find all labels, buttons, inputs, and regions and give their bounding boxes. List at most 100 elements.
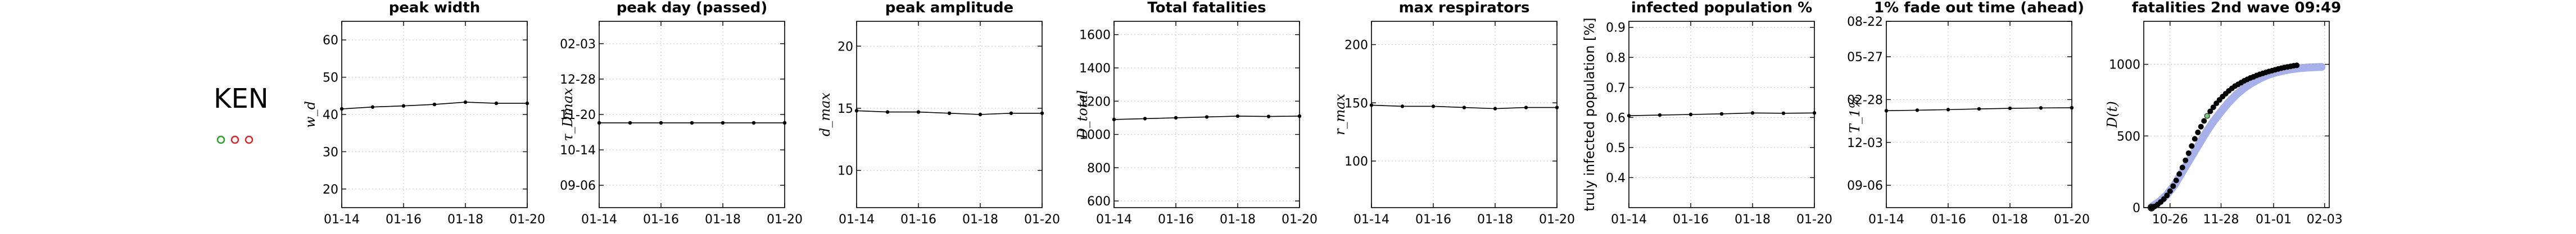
- data-point: [2294, 62, 2300, 68]
- y-tick-label: 02-03: [560, 38, 596, 52]
- x-tick-label: 01-18: [962, 213, 998, 227]
- data-point: [690, 121, 694, 125]
- x-tick-label: 01-16: [1415, 213, 1451, 227]
- data-point: [628, 121, 632, 125]
- y-tick-label: 05-27: [1847, 51, 1883, 65]
- data-point: [978, 112, 983, 117]
- data-point: [370, 105, 375, 109]
- chart-panel: max respirators 100 150 200 01-14 01-16 01-18 0…: [1332, 0, 1575, 227]
- y-tick-label: 0.8: [1606, 51, 1626, 65]
- chart-title: infected population %: [1631, 0, 1812, 16]
- chart-panel: peak day (passed) 09-06 10-14 11-20 12-28 02-…: [560, 0, 803, 227]
- y-tick-label: 12-28: [560, 73, 596, 87]
- data-point: [885, 110, 890, 114]
- data-point: [2210, 104, 2216, 111]
- y-axis-label: τ_Dmax: [560, 88, 576, 141]
- x-tick-label: 01-14: [324, 213, 360, 227]
- data-point: [2185, 150, 2192, 156]
- x-tick-label: 01-16: [1673, 213, 1709, 227]
- y-axis-label: r_max: [1332, 94, 1348, 136]
- x-tick-label: 01-18: [1220, 213, 1256, 227]
- data-point: [1781, 111, 1786, 116]
- data-point: [1915, 108, 1919, 112]
- data-point: [721, 121, 725, 125]
- data-point: [1719, 112, 1724, 116]
- data-point: [2201, 118, 2207, 124]
- chart-panel: Total fatalities 600 800 1000 1200 1400 1600 01…: [1075, 0, 1318, 227]
- data-point: [1750, 111, 1755, 115]
- y-tick-label: 30: [323, 145, 338, 159]
- x-tick-label: 01-14: [1611, 213, 1647, 227]
- y-tick-label: 150: [1344, 97, 1368, 111]
- y-tick-label: 09-06: [560, 179, 596, 193]
- x-tick-label: 11-28: [2203, 213, 2239, 227]
- data-point: [1462, 105, 1466, 109]
- y-tick-label: 600: [1087, 195, 1111, 209]
- data-point: [494, 101, 499, 105]
- highlight-point: [2204, 113, 2210, 118]
- data-point: [2070, 105, 2074, 110]
- y-tick-label: 800: [1087, 162, 1111, 176]
- x-tick-label: 01-16: [386, 213, 422, 227]
- y-tick-label: 40: [323, 108, 338, 122]
- y-tick-label: 20: [323, 183, 338, 197]
- y-tick-label: 1400: [1079, 62, 1111, 76]
- x-tick-label: 01-18: [705, 213, 741, 227]
- data-point: [1431, 104, 1436, 108]
- data-point: [1266, 114, 1271, 118]
- chart-panels: peak width 20 30 40 50 60 01-14 01-16 01-18 01-20…: [302, 0, 2343, 227]
- data-point: [2198, 123, 2204, 130]
- y-tick-label: 12-03: [1847, 136, 1883, 150]
- data-point: [2039, 106, 2043, 110]
- y-tick-label: 50: [323, 71, 338, 85]
- data-point: [1884, 109, 1889, 113]
- data-point: [339, 107, 344, 111]
- data-point: [2183, 157, 2189, 163]
- chart-panel: peak amplitude 10 15 20 01-14 01-16 01-18 01-20…: [817, 0, 1060, 227]
- y-tick-label: 60: [323, 34, 338, 48]
- y-tick-label: 08-22: [1847, 15, 1883, 29]
- plot-frame: [1886, 21, 2072, 208]
- data-point: [1009, 111, 1013, 115]
- x-tick-label: 01-01: [2256, 213, 2292, 227]
- y-tick-label: 20: [837, 40, 853, 54]
- chart-panel: fatalities 2nd wave 09:49 0 500 1000 10-26 11…: [2104, 0, 2343, 227]
- data-point: [659, 121, 663, 125]
- y-tick-label: 0.5: [1606, 141, 1626, 155]
- x-tick-label: 01-20: [1282, 213, 1318, 227]
- data-point: [525, 101, 529, 105]
- data-point: [597, 121, 601, 125]
- y-tick-label: 0.9: [1606, 21, 1626, 35]
- data-point: [1040, 111, 1044, 115]
- x-tick-label: 01-14: [839, 213, 875, 227]
- x-tick-label: 01-20: [1796, 213, 1832, 227]
- chart-title: peak day (passed): [617, 0, 768, 16]
- y-tick-label: 1000: [2109, 58, 2140, 72]
- y-tick-label: 02-28: [1847, 93, 1883, 107]
- data-point: [2173, 177, 2179, 183]
- chart-title: Total fatalities: [1147, 0, 1266, 16]
- x-tick-label: 01-16: [1158, 213, 1194, 227]
- y-tick-label: 10: [837, 164, 853, 178]
- chart-title: peak width: [389, 0, 481, 16]
- data-point: [1297, 114, 1302, 118]
- data-point: [1812, 111, 1817, 115]
- y-tick-label: 1000: [1079, 129, 1111, 143]
- y-tick-label: 10-14: [560, 144, 596, 158]
- x-tick-label: 01-20: [1024, 213, 1060, 227]
- data-point: [1112, 117, 1116, 122]
- data-point: [2170, 183, 2176, 189]
- x-tick-label: 01-18: [1735, 213, 1771, 227]
- data-point: [1946, 108, 1950, 112]
- chart-title: max respirators: [1399, 0, 1530, 16]
- data-point: [1688, 112, 1693, 117]
- data-point: [2195, 129, 2201, 135]
- data-point: [1627, 113, 1631, 118]
- x-tick-label: 01-20: [509, 213, 545, 227]
- x-tick-label: 01-20: [767, 213, 803, 227]
- y-tick-label: 500: [2117, 130, 2140, 144]
- data-point: [2167, 188, 2173, 194]
- y-tick-label: 200: [1344, 39, 1368, 53]
- chart-panel: peak width 20 30 40 50 60 01-14 01-16 01-18 01-20…: [302, 0, 545, 227]
